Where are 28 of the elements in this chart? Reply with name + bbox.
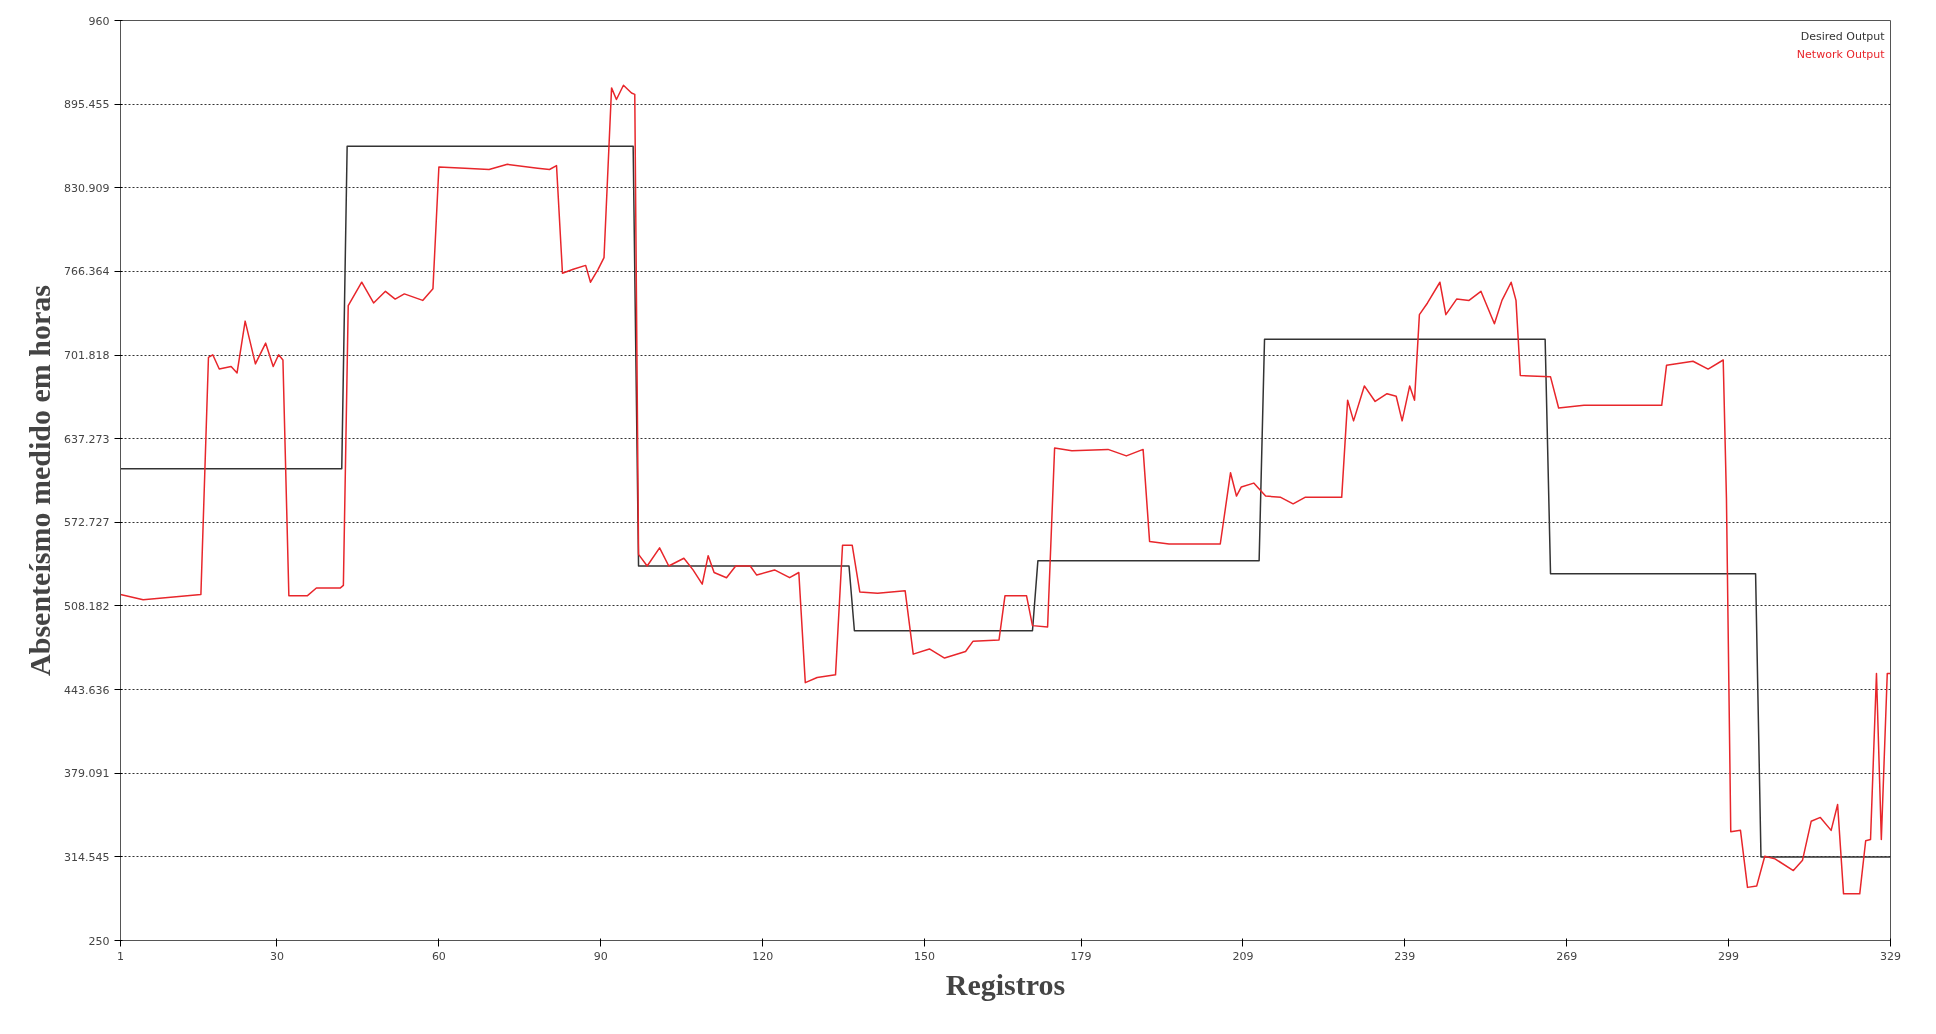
x-tick-label: 329 [1880,949,1901,963]
y-tick-label: 830.909 [64,181,110,195]
text: Desired Output [1800,29,1886,43]
x-tick-label: 120 [752,949,774,963]
y-tick-label: 637.273 [64,432,110,446]
y-tick-label: 508.182 [64,599,110,613]
x-tick-label: 179 [1070,949,1092,963]
text: Network Output [1796,47,1886,61]
x-tick-label: 269 [1556,949,1578,963]
x-tick-label: 30 [270,949,284,963]
x-axis-title: Registros [945,967,1066,1001]
y-tick-label: 960 [88,14,110,28]
y-tick-label: 701.818 [64,349,110,363]
x-tick-label: 209 [1232,949,1254,963]
x-tick-label: 60 [431,949,446,963]
y-tick-label: 379.091 [64,767,110,781]
x-tick-label: 299 [1718,949,1740,963]
x-tick-label: 1 [117,949,124,963]
y-tick-label: 250 [88,934,110,948]
y-tick-label: 443.636 [64,683,110,697]
y-axis-title: Absenteísmo medido em horas [23,285,57,676]
x-tick-label: 239 [1394,949,1416,963]
y-tick-label: 895.455 [64,98,110,112]
y-tick-label: 572.727 [64,516,110,530]
x-tick-label: 150 [914,949,936,963]
y-tick-label: 766.364 [64,265,110,279]
x-tick-label: 90 [593,949,608,963]
y-tick-label: 314.545 [64,850,110,864]
